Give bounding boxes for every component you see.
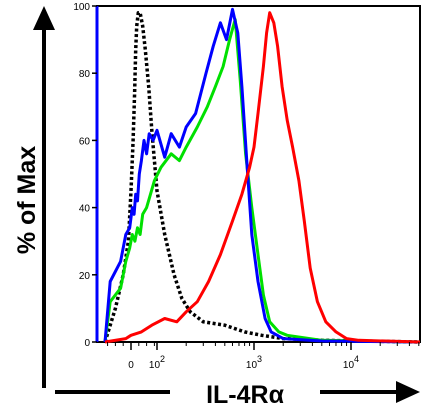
series-layer — [103, 7, 421, 344]
y-tick-label: 60 — [79, 136, 91, 147]
x-tick-label: 103 — [246, 354, 262, 371]
y-tick-label: 20 — [79, 271, 91, 282]
x-tick-label: 104 — [343, 354, 359, 371]
y-axis-arrow-head — [33, 6, 55, 30]
series-line-00e000 — [103, 17, 421, 344]
y-tick-label: 100 — [73, 2, 90, 13]
y-tick-label: 40 — [79, 204, 91, 215]
y-tick-label: 80 — [79, 69, 91, 80]
x-axis-arrow-head — [396, 381, 420, 403]
x-axis-title: IL-4Rα — [206, 381, 285, 409]
y-axis: 0 20 40 60 80 100 — [73, 2, 97, 349]
x-tick-label: 0 — [128, 360, 134, 371]
y-axis-title: % of Max — [13, 146, 41, 254]
x-axis-title-backdrop — [170, 374, 320, 410]
series-line-ff0000 — [104, 11, 421, 344]
x-tick-label: 102 — [149, 354, 165, 371]
series-line-black-dotted — [103, 10, 421, 344]
y-tick-label: 0 — [84, 338, 90, 349]
x-axis: 0102103104105 — [107, 342, 420, 371]
series-line-0000ff — [103, 7, 421, 344]
